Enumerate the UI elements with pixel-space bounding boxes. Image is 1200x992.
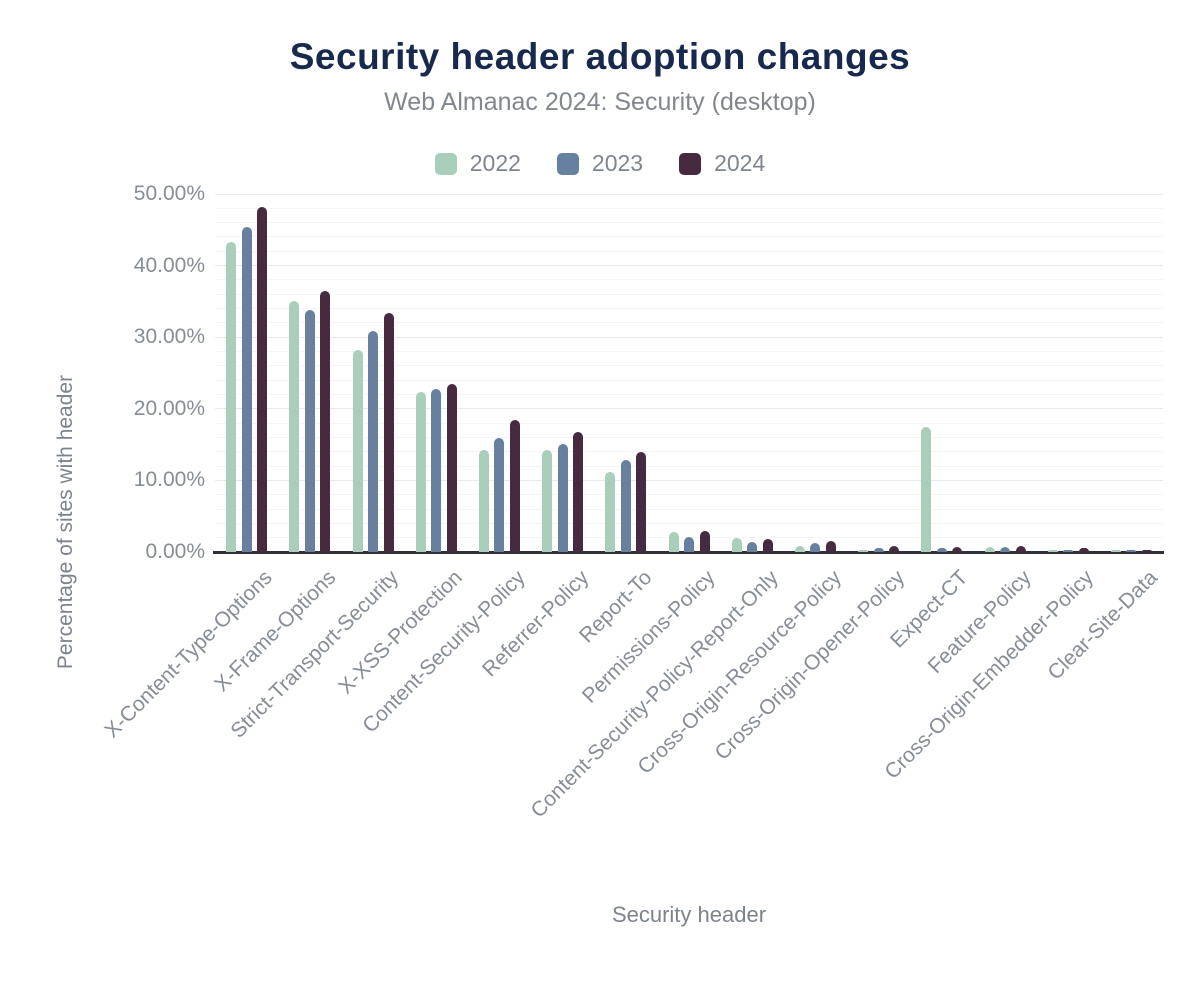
bar-2024-Report-To	[636, 452, 647, 552]
minor-gridline	[215, 422, 1163, 424]
minor-gridline	[215, 236, 1163, 238]
bar-2024-X-XSS-Protection	[446, 384, 457, 552]
bar-2023-X-XSS-Protection	[431, 389, 442, 552]
y-tick-label: 0.00%	[145, 540, 205, 563]
bar-2022-Strict-Transport-Security	[352, 350, 363, 552]
legend-label: 2023	[591, 150, 644, 176]
bar-2024-Expect-CT	[952, 546, 963, 552]
chart-title: Security header adoption changes	[289, 36, 911, 77]
major-gridline	[215, 265, 1163, 267]
legend-item-2024: 2024	[679, 150, 765, 177]
legend-label: 2022	[469, 150, 521, 176]
bar-2022-Report-To	[605, 471, 616, 552]
legend-swatch-2023	[556, 152, 579, 175]
bar-2023-Content-Security-Policy-Report-Only	[747, 541, 758, 552]
minor-gridline	[215, 379, 1163, 381]
bar-2023-Feature-Policy	[1000, 546, 1010, 552]
bar-2022-Content-Security-Policy-Report-Only	[731, 537, 742, 552]
bar-2024-Strict-Transport-Security	[383, 312, 394, 552]
legend: 2022 2023 2024	[0, 150, 1200, 177]
minor-gridline	[215, 279, 1163, 281]
minor-gridline	[215, 494, 1163, 496]
x-axis-line	[213, 551, 1164, 554]
legend-label: 2024	[714, 150, 766, 176]
major-gridline	[215, 193, 1163, 195]
minor-gridline	[215, 351, 1163, 353]
bar-2023-Strict-Transport-Security	[368, 331, 378, 552]
minor-gridline	[215, 393, 1163, 395]
bar-2023-Clear-Site-Data	[1126, 549, 1137, 552]
minor-gridline	[215, 522, 1163, 524]
bar-2024-Content-Security-Policy-Report-Only	[762, 539, 773, 552]
bar-2022-Feature-Policy	[984, 546, 995, 552]
major-gridline	[215, 408, 1163, 410]
bar-2023-X-Frame-Options	[304, 309, 315, 552]
bar-2022-Permissions-Policy	[668, 531, 679, 552]
bar-2022-Expect-CT	[921, 427, 932, 552]
minor-gridline	[215, 436, 1163, 438]
bar-2024-Cross-Origin-Opener-Policy	[889, 546, 900, 552]
bar-2023-Cross-Origin-Resource-Policy	[810, 543, 821, 552]
bar-2022-Referrer-Policy	[542, 449, 553, 552]
minor-gridline	[215, 451, 1163, 453]
minor-gridline	[215, 207, 1163, 209]
x-category-label: Clear-Site-Data	[1043, 566, 1162, 685]
bar-2022-Cross-Origin-Embedder-Policy	[1047, 549, 1058, 552]
minor-gridline	[215, 465, 1163, 467]
bar-2022-X-Content-Type-Options	[226, 241, 237, 552]
bar-2024-Feature-Policy	[1015, 546, 1026, 552]
y-tick-label: 50.00%	[133, 182, 205, 205]
major-gridline	[215, 479, 1163, 481]
bar-2023-Cross-Origin-Embedder-Policy	[1063, 549, 1074, 552]
minor-gridline	[215, 222, 1163, 224]
bar-2023-X-Content-Type-Options	[241, 226, 252, 552]
minor-gridline	[215, 365, 1163, 367]
bar-2023-Report-To	[620, 460, 631, 552]
bar-2023-Cross-Origin-Opener-Policy	[873, 548, 884, 552]
y-tick-label: 40.00%	[133, 253, 205, 277]
minor-gridline	[215, 508, 1163, 510]
bar-2022-Clear-Site-Data	[1110, 549, 1121, 552]
legend-item-2022: 2022	[434, 150, 521, 177]
bar-2022-X-XSS-Protection	[415, 391, 426, 552]
chart-subtitle: Web Almanac 2024: Security (desktop)	[384, 88, 816, 116]
bar-2023-Permissions-Policy	[684, 536, 694, 552]
bar-2023-Expect-CT	[936, 547, 947, 552]
bar-2024-Referrer-Policy	[573, 431, 584, 552]
minor-gridline	[215, 308, 1163, 310]
bar-2024-Cross-Origin-Embedder-Policy	[1078, 548, 1089, 552]
bar-2022-Cross-Origin-Opener-Policy	[858, 549, 869, 552]
bar-2024-Cross-Origin-Resource-Policy	[825, 541, 836, 552]
y-tick-label: 10.00%	[133, 468, 205, 492]
y-tick-label: 30.00%	[133, 325, 205, 349]
bar-2022-X-Frame-Options	[289, 300, 300, 552]
bar-2023-Content-Security-Policy	[494, 438, 505, 552]
bar-2024-X-Content-Type-Options	[257, 206, 268, 552]
legend-item-2023: 2023	[556, 150, 644, 177]
major-gridline	[215, 336, 1163, 338]
bar-2022-Cross-Origin-Resource-Policy	[794, 545, 805, 552]
legend-swatch-2022	[434, 152, 457, 175]
legend-swatch-2024	[679, 152, 702, 175]
minor-gridline	[215, 322, 1163, 324]
y-axis-title: Percentage of sites with header	[54, 374, 77, 670]
x-axis-title: Security header	[611, 902, 767, 927]
bar-2022-Content-Security-Policy	[478, 449, 489, 552]
minor-gridline	[215, 250, 1163, 252]
bar-2023-Referrer-Policy	[557, 443, 568, 552]
minor-gridline	[215, 293, 1163, 295]
y-tick-label: 20.00%	[133, 396, 205, 420]
bar-2024-Permissions-Policy	[699, 531, 710, 552]
bar-2024-X-Frame-Options	[320, 290, 331, 552]
bar-2024-Content-Security-Policy	[509, 420, 520, 552]
bar-2024-Clear-Site-Data	[1141, 549, 1152, 552]
